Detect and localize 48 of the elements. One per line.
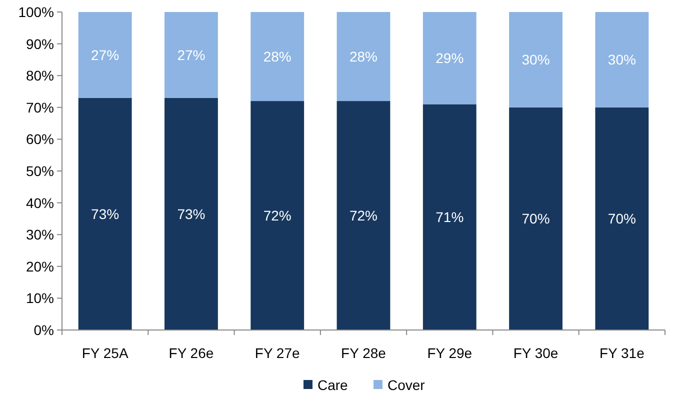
y-tick-label: 90% bbox=[26, 36, 54, 52]
data-label: 72% bbox=[349, 208, 378, 224]
x-tick-label: FY 31e bbox=[599, 345, 645, 361]
y-tick-label: 70% bbox=[26, 99, 54, 116]
bar bbox=[595, 12, 649, 108]
data-label: 71% bbox=[436, 209, 464, 226]
data-label: 72% bbox=[263, 208, 292, 224]
data-label: 73% bbox=[91, 206, 120, 222]
data-label: 30% bbox=[608, 52, 636, 68]
y-tick-label: 10% bbox=[26, 290, 54, 306]
bar bbox=[164, 12, 218, 98]
bar bbox=[250, 12, 304, 102]
y-tick-label: 40% bbox=[26, 194, 54, 211]
legend-label: Cover bbox=[388, 377, 426, 393]
y-tick-label: 50% bbox=[26, 163, 54, 179]
data-label: 27% bbox=[91, 46, 120, 63]
bar bbox=[422, 104, 476, 330]
bar bbox=[509, 107, 562, 330]
bar bbox=[422, 12, 476, 104]
x-tick-label: FY 26e bbox=[168, 345, 214, 361]
y-tick-label: 20% bbox=[26, 258, 54, 274]
bar bbox=[250, 101, 304, 330]
y-tick-label: 60% bbox=[26, 131, 54, 148]
data-label: 27% bbox=[177, 46, 206, 63]
x-tick-label: FY 27e bbox=[254, 345, 300, 361]
bar bbox=[78, 98, 132, 330]
bar bbox=[78, 12, 132, 98]
data-label: 70% bbox=[522, 210, 550, 227]
x-tick-label: FY 28e bbox=[341, 345, 386, 361]
data-label: 30% bbox=[522, 52, 550, 68]
data-label: 70% bbox=[608, 210, 636, 227]
x-tick-label: FY 29e bbox=[427, 345, 472, 361]
bar bbox=[336, 101, 390, 330]
x-tick-label: FY 30e bbox=[513, 345, 558, 361]
y-tick-label: 30% bbox=[26, 226, 54, 243]
data-label: 28% bbox=[349, 48, 378, 65]
x-tick-label: FY 25A bbox=[82, 345, 129, 361]
data-label: 29% bbox=[436, 50, 464, 66]
y-tick-label: 0% bbox=[34, 322, 54, 338]
data-label: 28% bbox=[263, 48, 292, 65]
bar bbox=[336, 12, 390, 102]
bar bbox=[164, 98, 218, 330]
legend-label: Care bbox=[318, 377, 348, 393]
data-label: 73% bbox=[177, 206, 206, 222]
bar bbox=[595, 107, 649, 330]
bar bbox=[509, 12, 562, 108]
y-tick-label: 80% bbox=[26, 68, 54, 84]
y-tick-label: 100% bbox=[18, 4, 54, 20]
